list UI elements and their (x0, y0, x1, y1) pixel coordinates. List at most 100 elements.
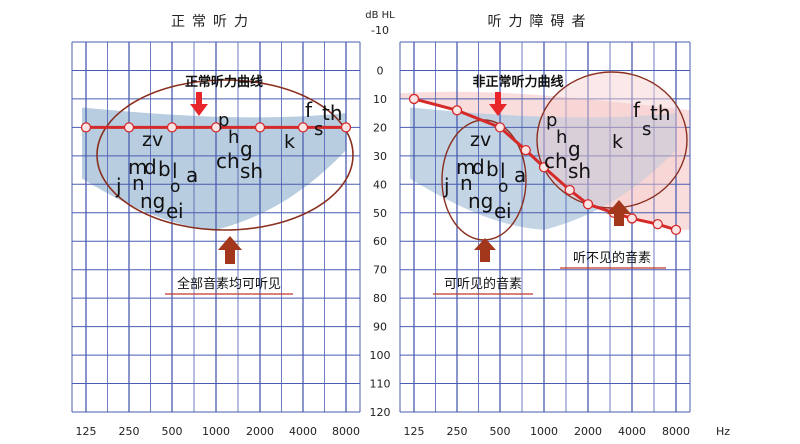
left-phoneme-label: sh (240, 159, 263, 183)
right-x-tick-label: 250 (447, 425, 468, 438)
right-phoneme-label: f (633, 98, 641, 122)
y-tick-label: 30 (373, 150, 387, 163)
left-curve-point (166, 122, 178, 133)
right-phoneme-label: g (568, 137, 581, 161)
y-tick-label: 120 (370, 406, 391, 419)
left-x-tick-label: 250 (119, 425, 140, 438)
right-phoneme-label: m (456, 155, 475, 179)
right-phoneme-label: a (514, 163, 526, 187)
x-axis-unit: Hz (716, 425, 730, 438)
left-curve-point (123, 122, 135, 133)
y-tick-label: 40 (373, 178, 387, 191)
audible-label: 可听见的音素 (444, 276, 522, 292)
right-phoneme-label: o (498, 177, 508, 197)
left-phoneme-label: n (132, 171, 145, 195)
right-phoneme-label: e (494, 199, 506, 223)
right-x-tick-label: 4000 (618, 425, 646, 438)
left-phoneme-label: g (240, 137, 253, 161)
right-phoneme-label: i (506, 199, 512, 223)
curve-label-impaired: 非正常听力曲线 (472, 74, 563, 90)
grid-normal (71, 41, 361, 413)
left-curve-point (340, 122, 352, 133)
left-curve-point (210, 122, 222, 133)
right-phoneme-label: p (546, 110, 557, 131)
y-tick-label: 110 (370, 378, 391, 391)
left-x-tick-label: 125 (76, 425, 97, 438)
left-phoneme-label: f (305, 98, 313, 122)
left-phoneme-label: a (186, 163, 198, 187)
left-x-tick-label: 500 (162, 425, 183, 438)
up-arrow-icon (607, 200, 631, 226)
left-phoneme-label: i (178, 199, 184, 223)
right-phoneme-label: th (650, 101, 671, 125)
y-tick-label: 70 (373, 264, 387, 277)
right-phoneme-label: ng (468, 189, 493, 213)
right-phoneme-label: l (500, 159, 506, 183)
x-tick-labels-impaired: 125 250 500 1000 2000 4000 8000 Hz (404, 425, 731, 438)
curve-normal (80, 122, 352, 133)
left-x-tick-label: 2000 (246, 425, 274, 438)
x-tick-labels-normal: 125 250 500 1000 2000 4000 8000 (76, 425, 361, 438)
curve-label-normal: 正常听力曲线 (185, 74, 263, 90)
right-phoneme-label: h (556, 127, 567, 148)
right-curve-point (538, 162, 550, 173)
right-curve-point (451, 105, 463, 116)
y-tick-label: 90 (373, 321, 387, 334)
up-arrow-icon (474, 238, 496, 262)
right-x-tick-label: 125 (404, 425, 425, 438)
right-curve-point (520, 145, 531, 156)
left-phoneme-label: p (218, 110, 229, 131)
y-tick-label: 20 (373, 121, 387, 134)
right-phoneme-label: s (642, 119, 651, 140)
left-phoneme-label: h (228, 127, 239, 148)
right-curve-point (626, 213, 638, 224)
curve-pointer-arrow-icon (190, 92, 208, 116)
right-phoneme-label: k (612, 131, 623, 153)
right-curve-point (652, 219, 663, 230)
y-tick-label: 10 (373, 93, 387, 106)
right-x-tick-label: 8000 (662, 425, 690, 438)
left-x-tick-label: 4000 (289, 425, 317, 438)
speech-banana-normal (82, 107, 346, 230)
left-phoneme-label: e (166, 199, 178, 223)
ellipse-normal (96, 79, 354, 231)
right-curve-point (494, 122, 506, 133)
left-phoneme-label: ch (216, 149, 240, 173)
right-x-tick-label: 1000 (530, 425, 558, 438)
y-tick-label: 100 (370, 349, 391, 362)
right-curve-point (582, 199, 594, 210)
left-phoneme-label: s (314, 119, 323, 140)
right-curve-point (408, 93, 420, 105)
right-phoneme-label: d (472, 155, 485, 179)
right-phoneme-label: zv (470, 129, 491, 151)
right-curve-point (670, 224, 682, 235)
left-phoneme-label: o (170, 177, 180, 197)
y-tick-label: 60 (373, 235, 387, 248)
inaudible-label: 听不见的音素 (573, 250, 651, 266)
left-phoneme-label: d (144, 155, 157, 179)
y-tick-label: 0 (377, 64, 384, 77)
right-x-tick-label: 2000 (574, 425, 602, 438)
right-phoneme-label: sh (568, 159, 591, 183)
y-tick-label: -10 (371, 24, 389, 37)
right-phoneme-label: ch (544, 149, 568, 173)
left-x-tick-label: 8000 (332, 425, 360, 438)
left-phoneme-label: l (172, 159, 178, 183)
chart-title-impaired: 听力障碍者 (488, 14, 593, 30)
left-phoneme-label: k (284, 131, 295, 153)
left-curve-point (254, 122, 266, 133)
normal-hearing-ellipse (96, 79, 354, 231)
chart-title-normal: 正常听力 (171, 14, 255, 30)
curve-pointer-arrow-icon (489, 92, 507, 116)
right-phoneme-label: n (460, 171, 473, 195)
left-phoneme-label: th (322, 101, 343, 125)
y-axis-unit: dB HL (365, 10, 395, 21)
right-phoneme-label: b (486, 157, 499, 181)
